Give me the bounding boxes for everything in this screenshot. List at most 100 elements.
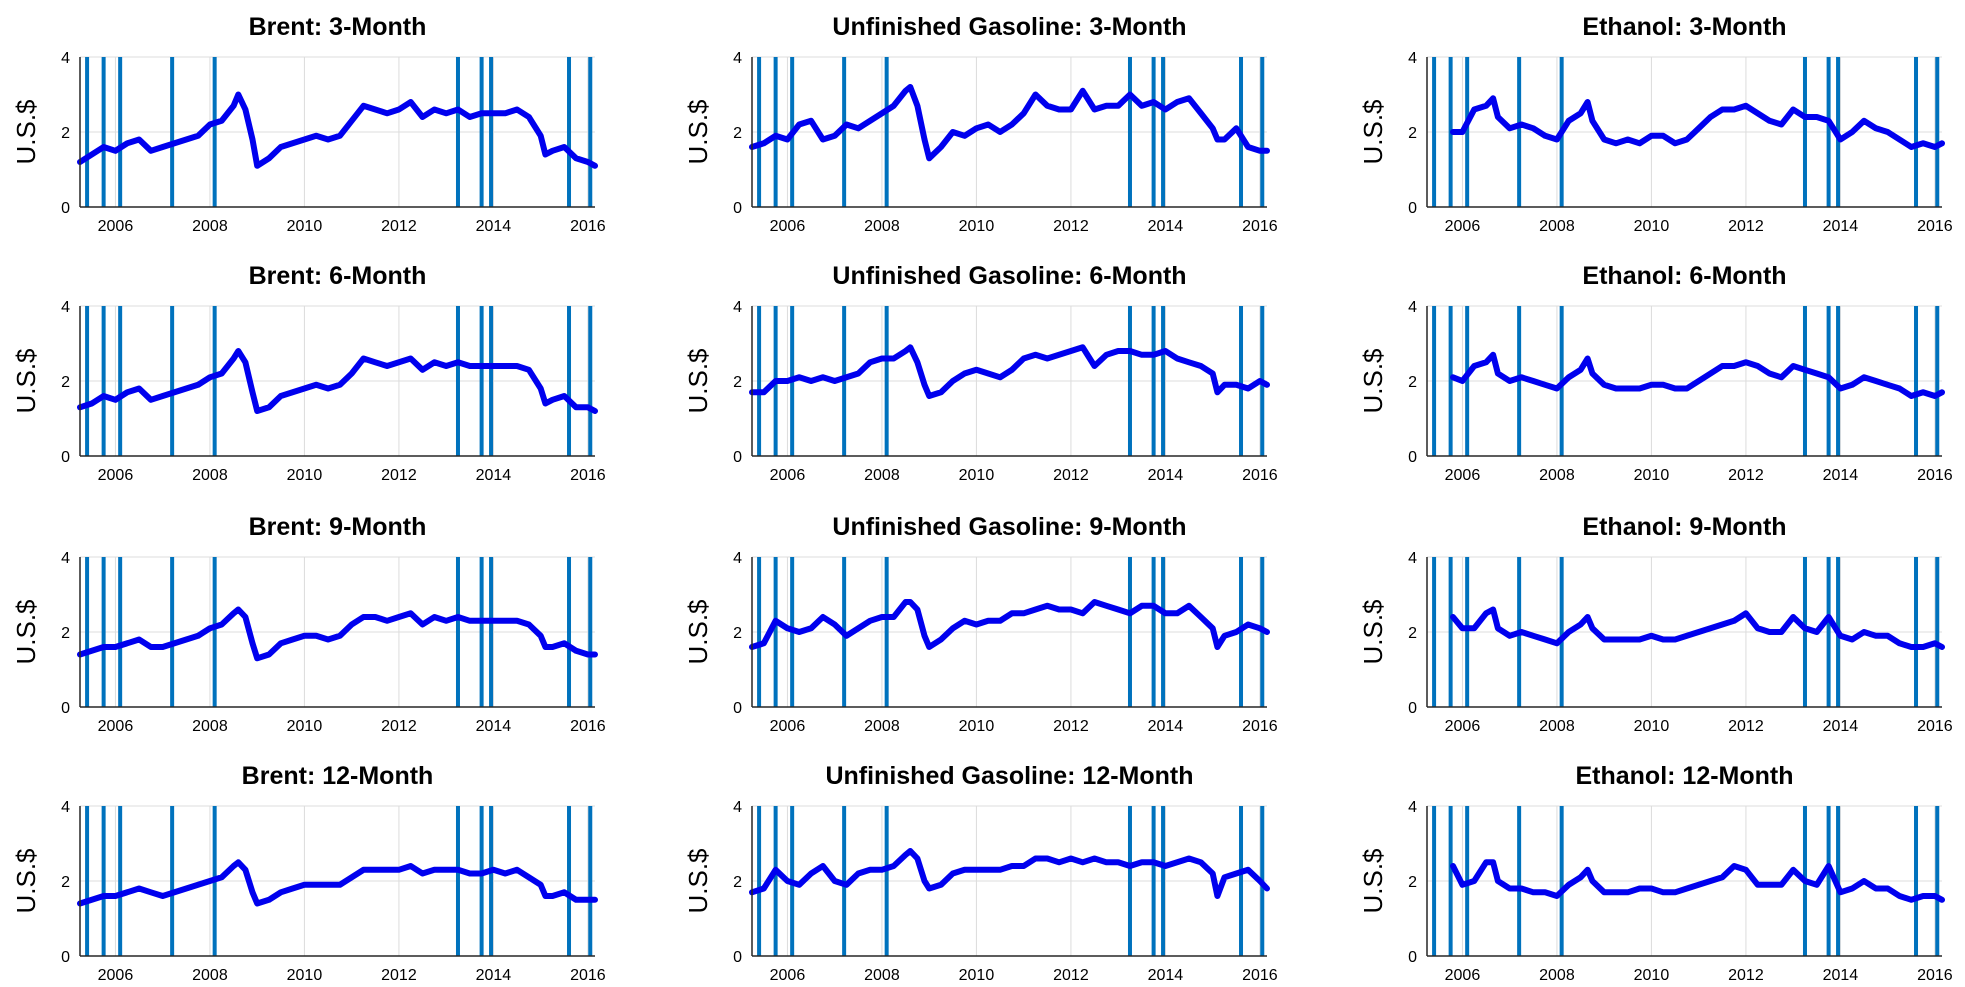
x-tick-label: 2016: [1917, 718, 1953, 735]
panel-5: 0 2 4 2006 2008 2010 2012 2014 2016 Ethanol: 6-Mo…: [1358, 262, 1953, 484]
y-tick-label: 2: [733, 874, 742, 891]
y-tick-label: 0: [1408, 200, 1417, 217]
y-tick-label: 2: [61, 874, 70, 891]
x-tick-label: 2014: [1823, 467, 1859, 484]
x-tick-label: 2008: [864, 967, 900, 984]
x-tick-label: 2010: [287, 967, 323, 984]
x-tick-label: 2006: [770, 967, 806, 984]
x-tick-label: 2006: [770, 218, 806, 235]
y-tick-label: 2: [733, 374, 742, 391]
x-tick-label: 2016: [1242, 218, 1278, 235]
panel-title: Unfinished Gasoline: 6-Month: [832, 262, 1186, 290]
y-tick-label: 0: [61, 700, 70, 717]
x-tick-label: 2010: [959, 967, 995, 984]
panel-1: 0 2 4 2006 2008 2010 2012 2014 2016 Unfinished Ga…: [683, 13, 1278, 235]
x-tick-label: 2016: [570, 718, 606, 735]
series-line: [749, 599, 1270, 650]
y-tick-label: 4: [1408, 550, 1417, 567]
y-tick-label: 4: [1408, 799, 1417, 816]
y-axis-label: U.S.$: [1358, 99, 1388, 165]
x-tick-label: 2012: [1053, 718, 1089, 735]
x-tick-label: 2006: [98, 967, 134, 984]
panel-title: Ethanol: 9-Month: [1582, 513, 1786, 541]
series-line: [1450, 95, 1945, 150]
x-tick-label: 2008: [192, 718, 228, 735]
panel-10: 0 2 4 2006 2008 2010 2012 2014 2016 Unfinished Ga…: [683, 762, 1278, 984]
x-tick-label: 2014: [1823, 718, 1859, 735]
series-line: [749, 848, 1270, 899]
x-tick-label: 2016: [570, 967, 606, 984]
y-tick-label: 2: [1408, 874, 1417, 891]
x-tick-label: 2010: [959, 718, 995, 735]
series-line: [1450, 606, 1945, 650]
y-tick-label: 2: [61, 374, 70, 391]
x-tick-label: 2014: [1148, 967, 1184, 984]
x-tick-label: 2010: [959, 467, 995, 484]
x-tick-label: 2008: [1539, 967, 1575, 984]
x-tick-label: 2014: [1148, 718, 1184, 735]
x-tick-label: 2008: [864, 467, 900, 484]
x-tick-label: 2010: [1634, 718, 1670, 735]
x-tick-label: 2008: [192, 218, 228, 235]
x-tick-label: 2012: [1053, 218, 1089, 235]
y-tick-label: 0: [61, 449, 70, 466]
y-tick-label: 2: [1408, 374, 1417, 391]
panel-title: Ethanol: 12-Month: [1575, 762, 1793, 790]
y-tick-label: 4: [1408, 50, 1417, 67]
y-tick-label: 0: [1408, 949, 1417, 966]
y-tick-label: 4: [61, 50, 70, 67]
panel-4: 0 2 4 2006 2008 2010 2012 2014 2016 Unfinished Ga…: [683, 262, 1278, 484]
series-line: [77, 348, 598, 414]
x-tick-label: 2014: [1823, 967, 1859, 984]
y-axis-label: U.S.$: [11, 99, 41, 165]
x-tick-label: 2008: [864, 218, 900, 235]
series-line: [77, 606, 598, 662]
y-axis-label: U.S.$: [1358, 348, 1388, 414]
panel-3: 0 2 4 2006 2008 2010 2012 2014 2016 Brent: 6-Mont…: [11, 262, 606, 484]
y-tick-label: 0: [733, 949, 742, 966]
panel-8: 0 2 4 2006 2008 2010 2012 2014 2016 Ethanol: 9-Mo…: [1358, 513, 1953, 735]
y-tick-label: 4: [61, 299, 70, 316]
x-tick-label: 2014: [1823, 218, 1859, 235]
y-tick-label: 0: [1408, 700, 1417, 717]
y-axis-label: U.S.$: [683, 99, 713, 165]
series-line: [77, 91, 598, 169]
x-tick-label: 2006: [1445, 467, 1481, 484]
x-tick-label: 2006: [770, 718, 806, 735]
x-tick-label: 2008: [864, 718, 900, 735]
x-tick-label: 2014: [476, 718, 512, 735]
y-tick-label: 4: [1408, 299, 1417, 316]
y-axis-label: U.S.$: [11, 599, 41, 665]
y-axis-label: U.S.$: [11, 848, 41, 914]
x-tick-label: 2014: [476, 967, 512, 984]
series-line: [749, 344, 1270, 399]
series-line: [1450, 859, 1945, 903]
y-tick-label: 0: [1408, 449, 1417, 466]
x-tick-label: 2010: [1634, 218, 1670, 235]
y-axis-label: U.S.$: [1358, 599, 1388, 665]
x-tick-label: 2006: [98, 718, 134, 735]
panel-title: Brent: 12-Month: [242, 762, 434, 790]
x-tick-label: 2010: [959, 218, 995, 235]
x-tick-label: 2008: [1539, 218, 1575, 235]
x-tick-label: 2006: [1445, 218, 1481, 235]
panel-6: 0 2 4 2006 2008 2010 2012 2014 2016 Brent: 9-Mont…: [11, 513, 606, 735]
panel-11: 0 2 4 2006 2008 2010 2012 2014 2016 Ethanol: 12-M…: [1358, 762, 1953, 984]
x-tick-label: 2016: [1242, 718, 1278, 735]
y-tick-label: 4: [61, 550, 70, 567]
y-tick-label: 4: [733, 50, 742, 67]
panel-2: 0 2 4 2006 2008 2010 2012 2014 2016 Ethanol: 3-Mo…: [1358, 13, 1953, 235]
y-axis-label: U.S.$: [11, 348, 41, 414]
y-tick-label: 0: [61, 200, 70, 217]
y-tick-label: 2: [1408, 625, 1417, 642]
x-tick-label: 2006: [770, 467, 806, 484]
x-tick-label: 2016: [1917, 967, 1953, 984]
y-tick-label: 0: [733, 449, 742, 466]
y-axis-label: U.S.$: [683, 348, 713, 414]
x-tick-label: 2006: [98, 467, 134, 484]
x-tick-label: 2008: [192, 467, 228, 484]
x-tick-label: 2010: [287, 467, 323, 484]
panel-title: Brent: 3-Month: [249, 13, 427, 41]
series-line: [1450, 351, 1945, 399]
y-tick-label: 2: [61, 125, 70, 142]
